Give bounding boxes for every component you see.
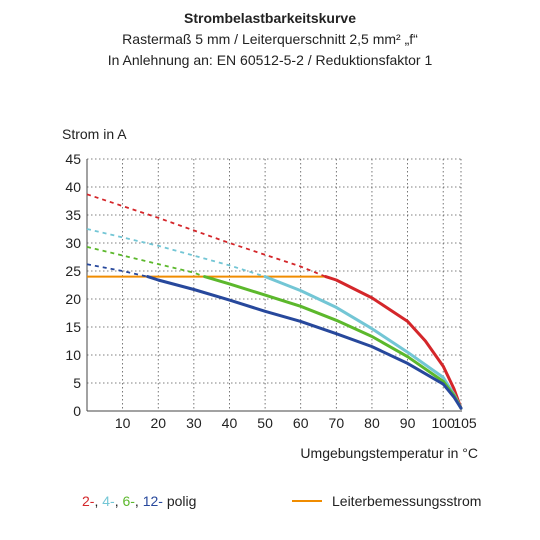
y-tick-label-30: 30 [65,235,81,251]
series-3-line [146,275,463,410]
legend-label-2: 2- [82,493,95,509]
y-axis-label: Strom in A [62,126,127,142]
legend-polig: polig [166,493,197,509]
legend-label-4: 4- [102,493,115,509]
legend-reference: Leiterbemessungsstrom [292,493,481,509]
series-3-dashed-line [86,263,148,278]
x-tick-label-30: 30 [186,415,202,431]
y-tick-label-15: 15 [65,319,81,335]
x-tick-label-10: 10 [115,415,131,431]
legend-series: 2-, 4-, 6-, 12- polig [82,493,196,509]
x-axis-label: Umgebungstemperatur in °C [300,445,478,461]
x-tick-label-100: 100 [432,415,456,431]
y-tick-label-40: 40 [65,179,81,195]
x-tick-label-70: 70 [329,415,345,431]
y-tick-label-10: 10 [65,347,81,363]
legend-label-12: 12- [142,493,163,509]
legend-sep-3: , [134,493,143,509]
legend-sep-2: , [114,493,123,509]
y-tick-label-20: 20 [65,291,81,307]
y-tick-label-0: 0 [73,403,81,419]
y-tick-label-25: 25 [65,263,81,279]
y-tick-label-5: 5 [73,375,81,391]
chart-subtitle-2: In Anlehnung an: EN 60512-5-2 / Reduktio… [107,52,433,68]
series-2-dashed-line [86,246,205,278]
series-0-line [324,275,463,410]
series-0-dashed-line [86,193,326,278]
legend-sep-1: , [94,493,103,509]
chart-title: Strombelastbarkeitskurve [184,10,356,26]
x-tick-label-105: 105 [453,415,477,431]
chart-subtitle-1: Rastermaß 5 mm / Leiterquerschnitt 2,5 m… [122,31,418,47]
x-tick-label-90: 90 [400,415,416,431]
y-tick-label-45: 45 [65,151,81,167]
y-tick-label-35: 35 [65,207,81,223]
series-2-line [203,275,463,410]
legend-label-6: 6- [122,493,135,509]
legend-reference-label: Leiterbemessungsstrom [332,493,482,509]
x-tick-label-40: 40 [222,415,238,431]
x-tick-label-60: 60 [293,415,309,431]
x-tick-label-20: 20 [150,415,166,431]
x-tick-label-50: 50 [257,415,273,431]
x-tick-label-80: 80 [364,415,380,431]
legend-reference-swatch [292,500,322,502]
